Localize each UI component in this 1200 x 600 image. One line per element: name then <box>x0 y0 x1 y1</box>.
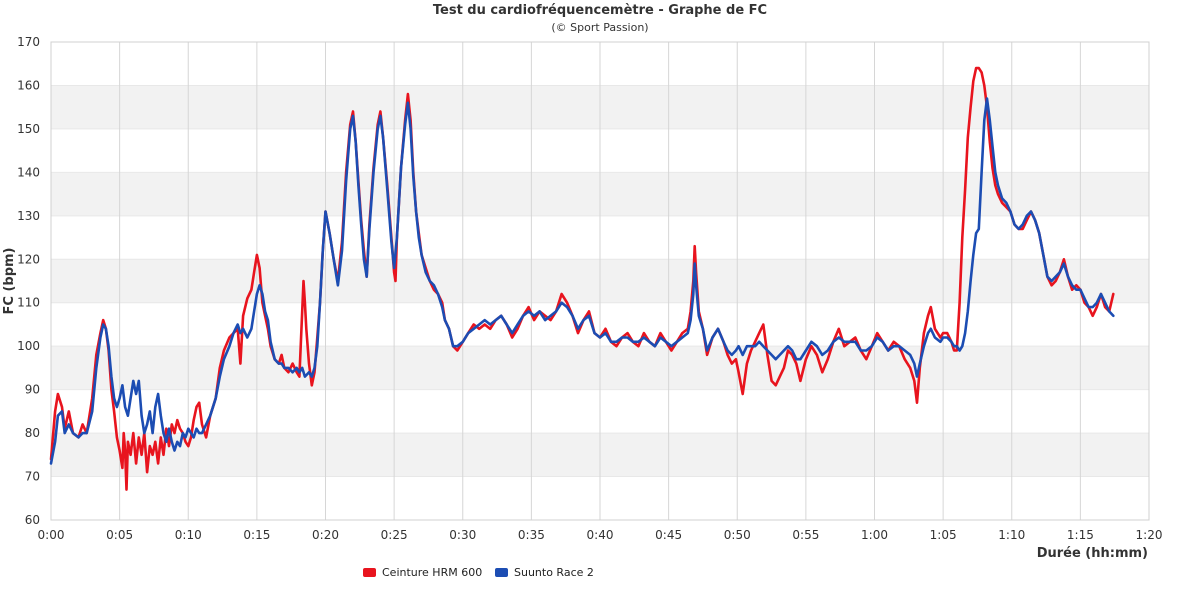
x-tick-label: 0:50 <box>724 528 751 542</box>
y-axis-label: FC (bpm) <box>2 248 17 315</box>
x-tick-label: 1:10 <box>998 528 1025 542</box>
x-tick-label: 0:00 <box>38 528 65 542</box>
x-tick-label: 0:45 <box>655 528 682 542</box>
legend-item-suunto[interactable]: Suunto Race 2 <box>495 566 594 579</box>
grid-lines <box>50 41 1150 521</box>
y-tick-label: 60 <box>25 513 40 527</box>
y-tick-label: 170 <box>17 35 40 49</box>
x-tick-label: 0:35 <box>518 528 545 542</box>
y-tick-label: 80 <box>25 426 40 440</box>
x-axis-label: Durée (hh:mm) <box>1037 546 1148 561</box>
x-tick-label: 0:55 <box>792 528 819 542</box>
y-tick-label: 160 <box>17 78 40 92</box>
plot-frame <box>50 41 1150 521</box>
legend-swatch-suunto <box>495 568 508 577</box>
y-tick-label: 110 <box>17 296 40 310</box>
y-axis-ticks: 60 70 80 90 100 110 120 130 140 150 160 170 <box>17 35 40 527</box>
legend: Ceinture HRM 600 Suunto Race 2 <box>0 566 1200 580</box>
x-tick-label: 0:40 <box>587 528 614 542</box>
y-tick-label: 140 <box>17 165 40 179</box>
y-tick-label: 150 <box>17 122 40 136</box>
legend-label-hrm600: Ceinture HRM 600 <box>382 566 483 579</box>
x-tick-label: 0:15 <box>243 528 270 542</box>
y-tick-label: 130 <box>17 209 40 223</box>
y-tick-label: 100 <box>17 339 40 353</box>
y-tick-label: 70 <box>25 470 40 484</box>
x-tick-label: 0:10 <box>175 528 202 542</box>
x-tick-label: 0:20 <box>312 528 339 542</box>
y-tick-label: 120 <box>17 252 40 266</box>
x-tick-label: 0:05 <box>106 528 133 542</box>
x-axis-ticks: 0:00 0:05 0:10 0:15 0:20 0:25 0:30 0:35 0:40 0:45… <box>38 528 1163 542</box>
x-tick-label: 0:30 <box>449 528 476 542</box>
chart-subtitle: (© Sport Passion) <box>551 21 649 34</box>
x-tick-label: 0:25 <box>381 528 408 542</box>
y-tick-label: 90 <box>25 383 40 397</box>
series-lines <box>49 66 1115 491</box>
series-line-1 <box>49 97 1115 465</box>
legend-item-hrm600[interactable]: Ceinture HRM 600 <box>363 566 482 579</box>
legend-swatch-hrm600 <box>363 568 376 577</box>
chart-title: Test du cardiofréquencemètre - Graphe de… <box>432 3 768 18</box>
x-tick-label: 1:20 <box>1136 528 1163 542</box>
x-tick-label: 1:00 <box>861 528 888 542</box>
legend-label-suunto: Suunto Race 2 <box>514 566 594 579</box>
x-tick-label: 1:15 <box>1067 528 1094 542</box>
x-tick-label: 1:05 <box>930 528 957 542</box>
